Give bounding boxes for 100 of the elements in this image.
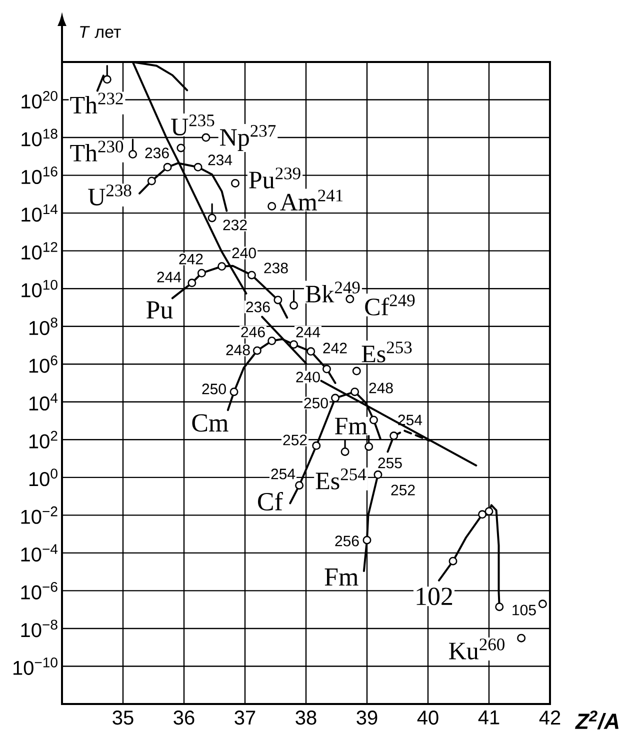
- point: [176, 144, 186, 152]
- x-tick-label: 38: [296, 710, 316, 725]
- annotation: Cf$^{249}$: [365, 294, 415, 316]
- point: [290, 340, 298, 349]
- y-tick-label: 10$^{−4}$: [21, 544, 58, 562]
- x-tick-label: 37: [234, 710, 256, 725]
- annotation: Am$^{241}$: [280, 190, 343, 210]
- y-tick-label: 10$^{−10}$: [13, 657, 58, 675]
- point: [194, 162, 202, 172]
- annotation: 246: [241, 326, 265, 338]
- point: [322, 364, 331, 374]
- y-tick-label: 10$^{6}$: [29, 355, 58, 373]
- y-tick-label: 10$^{0}$: [29, 468, 58, 486]
- annotation: Fm: [335, 418, 368, 434]
- series-label: Cf: [258, 492, 283, 510]
- y-tick-label: 10$^{−2}$: [21, 506, 58, 524]
- point: [188, 278, 196, 288]
- annotation: Np$^{237}$: [220, 125, 276, 151]
- y-tick-label: 10$^{2}$: [29, 430, 58, 448]
- x-tick-label: 40: [417, 710, 438, 725]
- point: [128, 150, 138, 159]
- y-tick-label: 10$^{8}$: [29, 318, 58, 336]
- y-tick-label: 10$^{10}$: [22, 280, 58, 298]
- annotation: Ku$^{260}$: [449, 638, 504, 660]
- annotation: Es$^{253}$: [362, 342, 412, 362]
- point: [147, 176, 156, 186]
- annotation: 242: [179, 254, 203, 264]
- annotation: 248: [369, 382, 393, 394]
- annotation: U$^{238}$: [88, 184, 132, 206]
- y-tick-label: 10$^{−8}$: [21, 620, 58, 638]
- point: [247, 270, 256, 280]
- point: [346, 294, 354, 304]
- x-tick-label: 35: [112, 710, 134, 725]
- annotation: 248: [226, 344, 250, 356]
- point: [484, 507, 494, 516]
- x-tick-label: 42: [539, 710, 560, 724]
- series-label: Fm: [324, 568, 358, 586]
- point: [362, 536, 372, 544]
- annotation: Es$^{254}$: [316, 468, 366, 490]
- annotation: U$^{235}$: [171, 114, 214, 136]
- point: [208, 214, 216, 222]
- x-tick-label: 41: [478, 710, 500, 724]
- y-tick-label: 10$^{14}$: [22, 204, 58, 222]
- annotation: Th$^{230}$: [70, 140, 124, 162]
- annotation: 255: [378, 458, 402, 468]
- annotation: 234: [208, 154, 232, 166]
- point: [364, 442, 374, 451]
- point: [230, 178, 240, 188]
- y-tick-label: 10$^{4}$: [29, 393, 58, 411]
- annotation: 250: [304, 398, 328, 408]
- annotation: Bk$^{249}$: [306, 282, 360, 302]
- y-tick-label: 10$^{12}$: [22, 242, 58, 260]
- annotation: 242: [323, 342, 347, 354]
- point: [350, 388, 360, 396]
- point: [517, 634, 526, 642]
- point: [340, 447, 350, 456]
- point: [312, 441, 321, 450]
- y-tick-label: 10$^{−6}$: [21, 582, 58, 600]
- y-axis-title: T лет: [80, 26, 121, 38]
- point: [478, 510, 487, 519]
- annotation: 244: [296, 326, 320, 338]
- annotation: 240: [296, 372, 320, 382]
- point: [538, 600, 547, 608]
- annotation: 232: [223, 220, 247, 230]
- annotation: 236: [145, 148, 169, 158]
- annotation: 252: [391, 484, 415, 496]
- series-label: Pu: [146, 301, 173, 319]
- point: [268, 336, 276, 346]
- point: [306, 347, 316, 356]
- point: [331, 394, 340, 402]
- point: [369, 416, 378, 424]
- annotation: 236: [246, 302, 270, 312]
- series-label: Cm: [192, 414, 228, 432]
- point: [202, 133, 210, 142]
- annotation: 256: [335, 536, 359, 546]
- series-label: 102: [416, 588, 452, 606]
- point: [352, 366, 361, 376]
- y-tick-label: 10$^{16}$: [22, 166, 58, 184]
- annotation: Pu$^{239}$: [249, 168, 300, 188]
- point: [197, 268, 206, 278]
- annotation: Th$^{232}$: [70, 92, 123, 114]
- x-tick-label: 36: [174, 710, 194, 725]
- point: [102, 75, 112, 84]
- point: [495, 602, 504, 612]
- point: [274, 296, 282, 304]
- annotation: 244: [157, 272, 182, 282]
- annotation: 240: [232, 248, 256, 258]
- annotation: 252: [283, 434, 307, 446]
- annotation: 238: [264, 262, 288, 274]
- annotation: 254: [271, 468, 296, 480]
- point: [290, 301, 298, 310]
- x-axis-title: Z$^{2}$/A: [575, 710, 618, 730]
- annotation: 105: [512, 604, 536, 616]
- y-tick-label: 10$^{20}$: [22, 91, 58, 109]
- point: [295, 481, 304, 490]
- point: [163, 162, 172, 172]
- point: [218, 262, 226, 271]
- point: [268, 202, 276, 210]
- point: [230, 388, 238, 396]
- point: [448, 556, 458, 566]
